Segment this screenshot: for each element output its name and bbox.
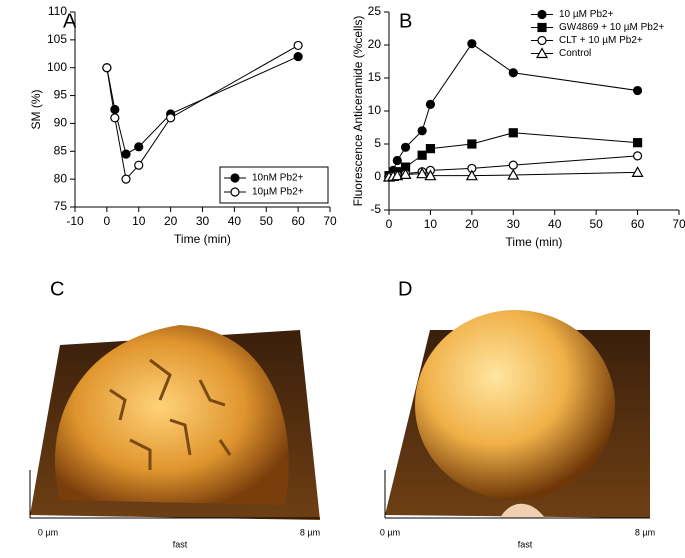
y-tick-label: 20 — [368, 37, 382, 51]
marker — [121, 149, 131, 159]
marker — [508, 128, 518, 138]
image-axis-label: fast — [173, 539, 188, 549]
marker — [110, 113, 120, 123]
y-tick-label: -5 — [370, 202, 381, 216]
y-tick-label: 110 — [48, 4, 67, 18]
marker — [508, 68, 518, 78]
x-tick-label: 70 — [672, 217, 685, 231]
y-tick-label: 90 — [54, 116, 68, 130]
y-tick-label: 95 — [54, 88, 68, 102]
panel-label: C — [50, 278, 64, 300]
image-axis-label: 0 µm — [380, 527, 400, 537]
y-tick-label: 0 — [374, 169, 381, 183]
x-tick-label: 40 — [228, 214, 242, 228]
legend-label: 10 µM Pb2+ — [559, 9, 614, 20]
x-tick-label: 20 — [164, 214, 178, 228]
marker — [392, 155, 402, 166]
y-tick-label: 25 — [368, 4, 382, 18]
legend-label: 10nM Pb2+ — [252, 173, 304, 184]
y-tick-label: 15 — [368, 70, 382, 84]
x-tick-label: 0 — [386, 217, 393, 231]
y-tick-label: 5 — [374, 136, 381, 150]
y-axis-label: SM (%) — [29, 90, 43, 130]
marker — [391, 169, 404, 181]
series-line — [106, 56, 299, 155]
marker — [399, 168, 412, 179]
y-tick-label: 100 — [47, 60, 67, 74]
x-tick-label: 50 — [589, 217, 603, 231]
marker — [416, 167, 429, 179]
image-axis-label: 8 µm — [635, 527, 655, 537]
x-tick-label: -10 — [66, 214, 84, 228]
legend-marker — [537, 22, 547, 33]
x-tick-label: 30 — [507, 217, 521, 231]
legend-label: 10µM Pb2+ — [252, 187, 304, 198]
marker — [465, 169, 478, 181]
marker — [467, 39, 477, 49]
marker — [632, 85, 643, 96]
marker — [293, 40, 303, 51]
panel-label: A — [63, 10, 77, 32]
marker — [417, 126, 427, 136]
y-tick-label: 105 — [47, 32, 67, 46]
marker — [134, 142, 144, 152]
series-line — [106, 44, 299, 181]
x-tick-label: 50 — [260, 214, 274, 228]
x-axis-label: Time (min) — [506, 235, 563, 249]
marker — [631, 166, 644, 177]
x-tick-label: 20 — [465, 217, 479, 231]
marker — [166, 113, 176, 123]
legend-marker — [535, 47, 549, 59]
x-tick-label: 0 — [104, 214, 111, 228]
legend-marker — [537, 35, 547, 46]
x-tick-label: 30 — [196, 214, 210, 228]
image-axis-label: 0 µm — [38, 527, 58, 537]
legend-marker — [230, 173, 240, 183]
marker — [134, 160, 144, 170]
marker — [425, 99, 436, 110]
marker — [293, 51, 303, 62]
legend-label: CLT + 10 µM Pb2+ — [559, 35, 643, 46]
y-tick-label: 10 — [368, 103, 382, 117]
x-tick-label: 70 — [323, 214, 337, 228]
marker — [632, 151, 643, 161]
marker — [121, 174, 131, 184]
y-tick-label: 80 — [54, 171, 68, 185]
marker — [425, 144, 436, 154]
legend-marker — [230, 187, 240, 197]
y-tick-label: 75 — [54, 199, 68, 213]
marker — [417, 150, 427, 160]
y-axis-label: Fluorescence Anticeramide (%cells) — [351, 16, 365, 207]
marker — [467, 139, 477, 149]
panel-label: D — [398, 278, 412, 300]
x-axis-label: Time (min) — [174, 232, 231, 246]
legend-marker — [537, 9, 547, 20]
x-tick-label: 60 — [631, 217, 645, 231]
marker — [110, 104, 120, 115]
marker — [102, 63, 112, 73]
legend-label: Control — [559, 48, 591, 59]
x-tick-label: 10 — [132, 214, 146, 228]
x-tick-label: 40 — [548, 217, 562, 231]
marker — [632, 138, 643, 148]
x-tick-label: 10 — [424, 217, 438, 231]
marker — [424, 169, 437, 181]
afm-image — [384, 310, 650, 519]
image-axis-label: fast — [518, 539, 533, 549]
marker — [508, 160, 518, 170]
legend-frame — [219, 166, 329, 204]
marker — [507, 168, 520, 180]
marker — [400, 142, 411, 152]
x-tick-label: 60 — [291, 214, 305, 228]
legend-label: GW4869 + 10 µM Pb2+ — [559, 22, 664, 33]
image-axis-label: 8 µm — [300, 527, 320, 537]
y-tick-label: 85 — [54, 143, 68, 157]
panel-label: B — [399, 10, 412, 32]
afm-image — [29, 325, 320, 520]
